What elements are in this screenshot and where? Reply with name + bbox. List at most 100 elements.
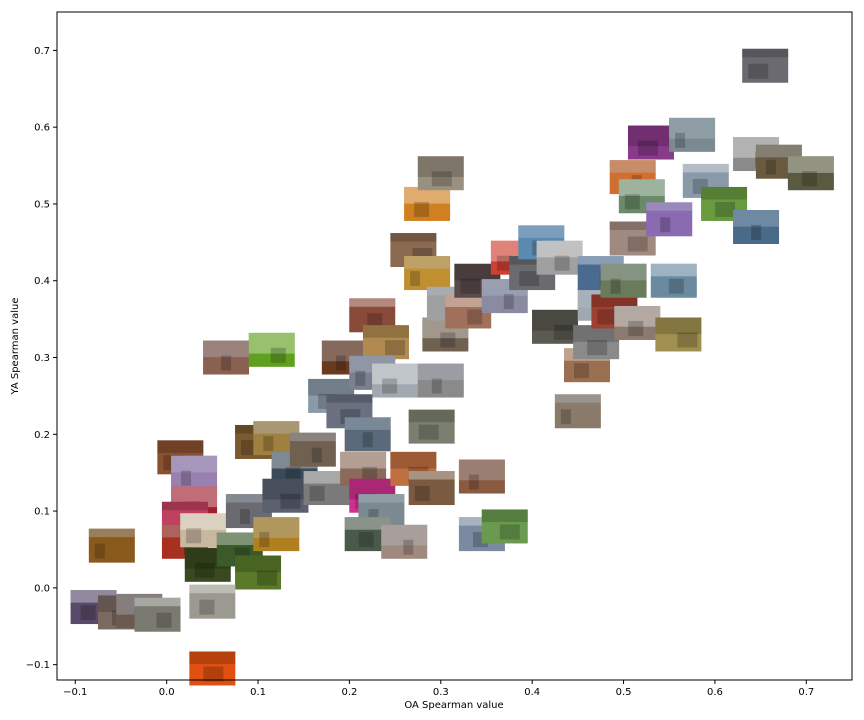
data-point-thumbnail xyxy=(88,528,135,563)
data-point-thumbnail xyxy=(655,317,702,352)
y-tick-label: 0.3 xyxy=(34,353,50,364)
data-point-thumbnail xyxy=(600,263,647,298)
data-point-thumbnail xyxy=(646,202,693,237)
thumbnail-sky xyxy=(408,409,455,423)
data-point-thumbnail xyxy=(742,48,789,83)
thumbnail-image xyxy=(408,409,455,444)
thumbnail-detail xyxy=(677,332,698,348)
data-point-thumbnail xyxy=(573,325,620,360)
thumbnail-image xyxy=(417,156,464,191)
thumbnail-sky xyxy=(609,160,656,173)
thumbnail-sky xyxy=(536,240,583,258)
thumbnail-sky xyxy=(253,517,300,538)
data-point-thumbnail xyxy=(408,471,455,506)
thumbnail-sky xyxy=(189,584,236,594)
thumbnail-sky xyxy=(308,378,355,396)
thumbnail-sky xyxy=(682,163,729,173)
y-tick-label: 0.7 xyxy=(34,46,50,57)
thumbnail-sky xyxy=(216,532,263,546)
thumbnail-detail xyxy=(440,332,456,348)
data-point-thumbnail xyxy=(408,409,455,444)
x-tick-label: 0.2 xyxy=(341,687,357,698)
thumbnail-sky xyxy=(161,501,208,511)
thumbnail-sky xyxy=(262,478,309,500)
thumbnail-image xyxy=(344,417,391,452)
thumbnail-detail xyxy=(384,340,405,356)
thumbnail-image xyxy=(134,597,181,632)
data-point-thumbnail xyxy=(536,240,583,275)
x-axis: −0.1 0.0 0.1 0.2 0.3 0.4 0.5 0.6 0.7 xyxy=(63,680,814,698)
thumbnail-sky xyxy=(701,186,748,200)
thumbnail-image xyxy=(404,256,451,291)
thumbnail-detail xyxy=(309,486,325,502)
thumbnail-detail xyxy=(715,201,736,217)
thumbnail-sky xyxy=(289,432,336,442)
thumbnail-detail xyxy=(181,470,192,486)
data-point-thumbnail xyxy=(171,455,218,490)
data-point-thumbnail xyxy=(614,305,661,340)
thumbnail-sky xyxy=(189,651,236,665)
thumbnail-image xyxy=(171,455,218,490)
thumbnail-sky xyxy=(454,263,501,281)
thumbnail-detail xyxy=(560,409,571,425)
thumbnail-detail xyxy=(239,509,250,525)
thumbnail-image xyxy=(614,305,661,340)
thumbnail-image xyxy=(787,156,834,191)
thumbnail-detail xyxy=(280,493,301,509)
thumbnail-sky xyxy=(618,179,665,196)
thumbnail-sky xyxy=(518,225,565,238)
thumbnail-sky xyxy=(134,597,181,607)
thumbnail-sky xyxy=(404,256,451,269)
thumbnail-detail xyxy=(194,562,215,578)
thumbnail-detail xyxy=(367,313,383,329)
thumbnail-detail xyxy=(519,271,540,287)
thumbnail-sky xyxy=(609,221,656,231)
thumbnail-image xyxy=(481,509,528,544)
thumbnail-detail xyxy=(80,605,96,621)
thumbnail-detail xyxy=(382,378,398,394)
thumbnail-sky xyxy=(157,440,204,453)
data-point-thumbnail xyxy=(733,209,780,244)
thumbnail-detail xyxy=(748,63,769,79)
x-tick-label: 0.7 xyxy=(798,687,814,698)
thumbnail-sky xyxy=(554,394,601,403)
thumbnail-sky xyxy=(171,455,218,473)
thumbnail-image xyxy=(669,117,716,152)
thumbnail-image xyxy=(88,528,135,563)
thumbnail-detail xyxy=(199,599,215,615)
thumbnail-detail xyxy=(431,378,442,394)
thumbnail-detail xyxy=(468,474,479,490)
thumbnail-detail xyxy=(368,509,379,525)
x-tick-label: 0.4 xyxy=(524,687,540,698)
thumbnail-sky xyxy=(326,394,373,403)
x-tick-label: −0.1 xyxy=(63,687,87,698)
data-point-thumbnail xyxy=(235,555,282,590)
data-point-thumbnail xyxy=(404,186,451,221)
thumbnail-image xyxy=(627,125,674,160)
thumbnail-image xyxy=(262,478,309,513)
thumbnail-detail xyxy=(362,466,378,482)
y-tick-label: 0.1 xyxy=(34,507,50,518)
thumbnail-detail xyxy=(203,666,224,682)
thumbnail-image xyxy=(417,363,464,398)
thumbnail-sky xyxy=(344,517,391,530)
thumbnail-detail xyxy=(624,194,640,210)
thumbnail-detail xyxy=(186,528,202,544)
thumbnail-sky xyxy=(532,309,579,331)
y-tick-label: 0.0 xyxy=(34,583,50,594)
data-point-thumbnail xyxy=(650,263,697,298)
thumbnail-sky xyxy=(614,305,661,327)
y-tick-label: 0.2 xyxy=(34,430,50,441)
data-point-thumbnail xyxy=(532,309,579,344)
x-tick-label: 0.1 xyxy=(250,687,266,698)
data-point-thumbnail xyxy=(509,256,556,291)
thumbnail-detail xyxy=(156,612,172,628)
data-point-thumbnail xyxy=(787,156,834,191)
thumbnail-sky xyxy=(235,555,282,573)
data-point-thumbnail xyxy=(701,186,748,221)
thumbnail-sky xyxy=(203,340,250,358)
thumbnail-sky xyxy=(481,509,528,523)
data-point-thumbnail xyxy=(381,524,428,559)
thumbnail-sky xyxy=(742,48,789,58)
